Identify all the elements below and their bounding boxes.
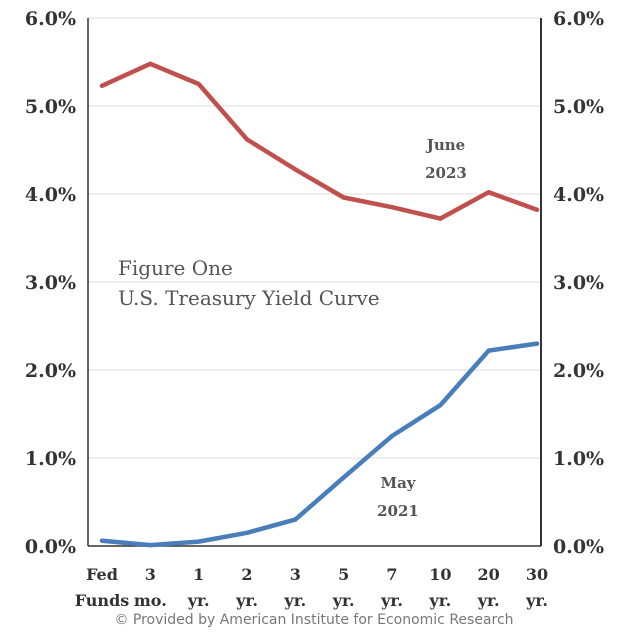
- y-tick-label-left: 6.0%: [25, 8, 76, 30]
- y-tick-label-right: 3.0%: [553, 272, 604, 294]
- series-label: 2023: [425, 164, 467, 182]
- y-tick-label-right: 1.0%: [553, 448, 604, 470]
- x-tick-label: yr.: [235, 591, 258, 610]
- data-point: [438, 216, 443, 221]
- data-point: [486, 190, 491, 195]
- data-point: [535, 207, 539, 212]
- y-tick-label-left: 4.0%: [25, 184, 76, 206]
- yield-curve-chart: 0.0% 1.0% 2.0% 3.0% 4.0% 5.0% 6.0% 0.0% 1.0% 2.0…: [25, 8, 604, 610]
- data-point: [293, 517, 298, 522]
- data-point: [148, 543, 153, 548]
- gridlines: [88, 17, 541, 459]
- data-point: [535, 341, 539, 346]
- data-point: [293, 167, 298, 172]
- x-tick-label: 7: [386, 565, 397, 584]
- x-tick-label: 2: [241, 565, 252, 584]
- y-tick-label-left: 1.0%: [25, 448, 76, 470]
- series-lines: [99, 61, 540, 548]
- series-line: [99, 61, 540, 221]
- data-point: [341, 475, 346, 480]
- y-tick-label-right: 6.0%: [553, 8, 604, 30]
- series-line: [99, 341, 540, 548]
- series-label: 2021: [377, 502, 419, 520]
- x-tick-label: 20: [478, 565, 500, 584]
- y-tick-label-right: 4.0%: [553, 184, 604, 206]
- y-tick-label-left: 0.0%: [25, 536, 76, 558]
- x-tick-label: yr.: [283, 591, 306, 610]
- y-axis-left-ticks: 0.0% 1.0% 2.0% 3.0% 4.0% 5.0% 6.0%: [25, 8, 76, 558]
- data-point: [390, 434, 394, 438]
- data-point: [438, 403, 443, 408]
- x-axis-ticks: Fed Funds 3 mo. 1 yr. 2 yr. 3 yr. 5 yr. 7 yr. 10 yr. 20 y…: [75, 565, 548, 610]
- y-axis-right-ticks: 0.0% 1.0% 2.0% 3.0% 4.0% 5.0% 6.0%: [553, 8, 604, 558]
- y-tick-label-right: 2.0%: [553, 360, 604, 382]
- data-point: [148, 61, 153, 66]
- x-tick-label: 3: [290, 565, 301, 584]
- series-label: May: [380, 474, 416, 492]
- data-point: [100, 83, 104, 88]
- x-tick-label: yr.: [332, 591, 355, 610]
- data-point: [196, 539, 201, 544]
- x-tick-label: mo.: [134, 591, 167, 610]
- x-tick-label: yr.: [380, 591, 403, 610]
- x-tick-label: yr.: [187, 591, 210, 610]
- x-tick-label: 1: [193, 565, 204, 584]
- data-point: [100, 538, 104, 543]
- data-point: [341, 195, 346, 200]
- x-tick-label: Fed: [86, 565, 118, 584]
- x-tick-label: 3: [145, 565, 156, 584]
- data-point: [245, 530, 249, 535]
- y-tick-label-left: 2.0%: [25, 360, 76, 382]
- y-tick-label-right: 5.0%: [553, 96, 604, 118]
- data-point: [196, 82, 201, 86]
- data-point: [390, 205, 394, 210]
- x-tick-label: 10: [429, 565, 451, 584]
- chart-subtitle: U.S. Treasury Yield Curve: [118, 286, 380, 310]
- x-tick-label: Funds: [75, 591, 130, 610]
- credit-line: © Provided by American Institute for Eco…: [114, 612, 514, 628]
- x-tick-label: 30: [526, 565, 548, 584]
- y-tick-label-right: 0.0%: [553, 536, 604, 558]
- y-tick-label-left: 5.0%: [25, 96, 76, 118]
- x-tick-label: yr.: [525, 591, 548, 610]
- x-tick-label: 5: [338, 565, 349, 584]
- series-labels: June 2023 May 2021: [377, 136, 467, 520]
- data-point: [245, 137, 249, 142]
- x-tick-label: yr.: [428, 591, 451, 610]
- series-label: June: [425, 136, 465, 154]
- data-point: [486, 348, 491, 353]
- x-tick-label: yr.: [477, 591, 500, 610]
- y-tick-label-left: 3.0%: [25, 272, 76, 294]
- chart-title: Figure One: [118, 256, 233, 280]
